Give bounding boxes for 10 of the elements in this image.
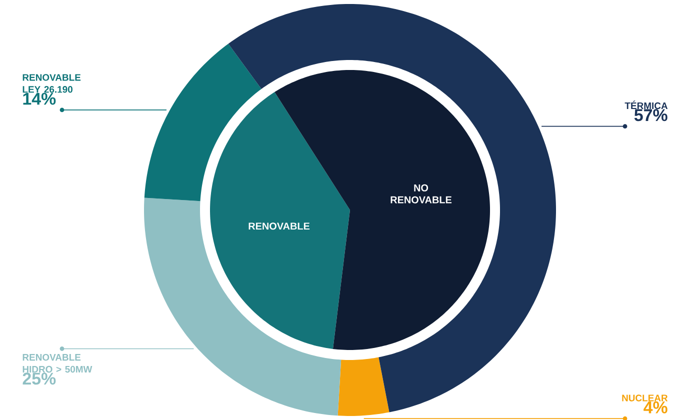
legend-label: RENOVABLE HIDRO > 50MW [22,354,92,373]
slice-label: TÉRMICA [624,100,668,110]
data-label: 57% [634,109,668,122]
data-label: 25% [22,372,56,385]
slice-label: RENOVABLE LEY 26.190 [22,74,81,93]
slice-label: NO RENOVABLE [390,184,452,204]
slice-label: RENOVABLE [248,222,310,230]
slice-label: NUCLEAR [622,394,668,402]
data-label: 14% [23,92,56,105]
data-label: 4% [644,401,668,414]
